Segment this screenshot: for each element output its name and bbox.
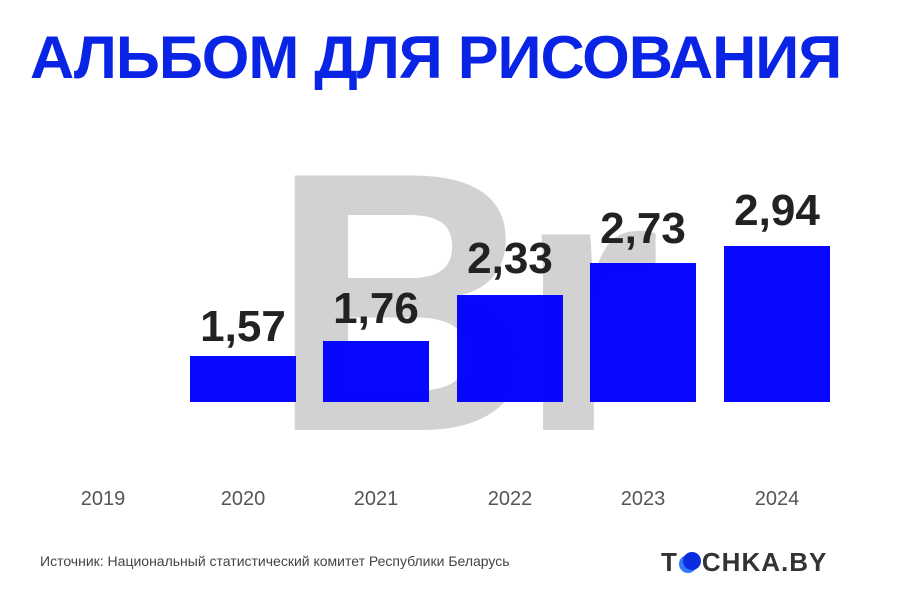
bar-value-2023: 2,73 — [600, 204, 686, 253]
year-label-2023: 2023 — [620, 488, 666, 510]
bar-2022 — [457, 295, 563, 402]
bar-2023 — [590, 263, 696, 402]
bar-2021 — [323, 341, 429, 402]
year-label-2019: 2019 — [80, 488, 126, 510]
bar-value-2021: 1,76 — [333, 284, 419, 333]
year-label-2021: 2021 — [353, 488, 399, 510]
logo-circle-icon — [678, 551, 701, 574]
year-label-2020: 2020 — [220, 488, 266, 510]
bar-value-2020: 1,57 — [200, 302, 286, 351]
logo-prefix: T — [661, 547, 678, 577]
bar-value-2022: 2,33 — [467, 234, 553, 283]
bar-chart: 2019 1,57 2020 1,76 2021 2,33 2022 2,73 … — [80, 186, 830, 510]
bar-2020 — [190, 356, 296, 402]
logo-suffix: CHKA.BY — [701, 547, 828, 577]
chart-title: АЛЬБОМ ДЛЯ РИСОВАНИЯ — [30, 24, 842, 91]
bar-value-2024: 2,94 — [734, 186, 820, 235]
bar-2024 — [724, 246, 830, 402]
year-label-2024: 2024 — [754, 488, 800, 510]
year-label-2022: 2022 — [487, 488, 533, 510]
tochka-logo: T CHKA.BY — [661, 547, 827, 578]
source-note: Источник: Национальный статистический ко… — [40, 553, 510, 569]
